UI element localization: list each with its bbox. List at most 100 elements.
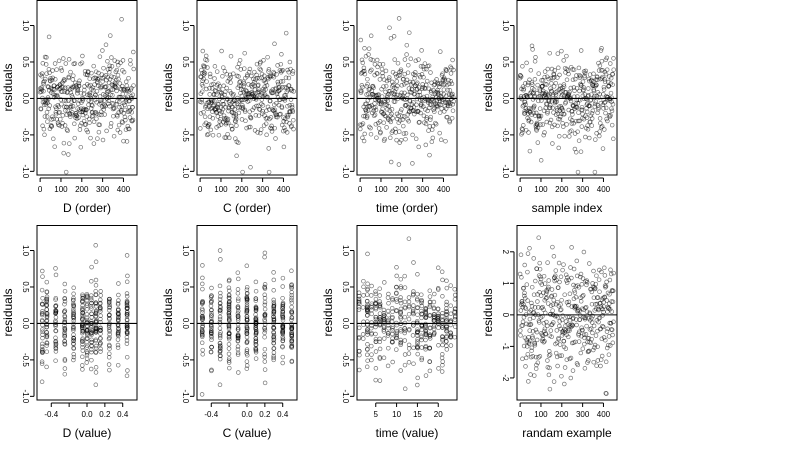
data-point — [600, 306, 606, 312]
data-point — [589, 123, 595, 128]
data-point — [385, 308, 391, 314]
plot-frame — [36, 225, 138, 401]
data-point — [447, 88, 453, 93]
data-point — [369, 343, 374, 349]
data-point — [376, 126, 382, 131]
data-point — [520, 356, 525, 362]
data-point — [39, 379, 45, 385]
data-point — [375, 64, 380, 70]
data-point — [523, 296, 528, 301]
plot-frame — [196, 0, 298, 176]
data-point — [386, 77, 392, 83]
data-point — [108, 124, 114, 129]
data-point — [373, 296, 379, 302]
data-point — [423, 142, 429, 148]
data-point — [275, 114, 280, 120]
data-point — [518, 73, 523, 78]
points — [197, 30, 296, 175]
data-point — [44, 279, 50, 285]
data-point — [105, 59, 110, 64]
data-point — [280, 344, 285, 350]
data-point — [246, 69, 252, 75]
data-point — [262, 254, 267, 260]
data-point — [560, 267, 565, 273]
data-point — [93, 314, 99, 320]
data-point — [93, 292, 99, 297]
data-point — [518, 74, 524, 79]
data-point — [532, 59, 538, 64]
data-point — [84, 317, 90, 323]
data-point — [58, 65, 64, 71]
data-point — [202, 114, 208, 120]
x-tick-label: 0 — [518, 185, 523, 194]
data-point — [608, 75, 614, 81]
data-point — [80, 345, 85, 350]
data-point — [528, 372, 533, 377]
data-point — [427, 368, 433, 374]
data-point — [109, 55, 114, 60]
x-tick-label: 400 — [117, 185, 131, 194]
y-tick-label: 0.5 — [341, 281, 350, 293]
data-point — [283, 75, 289, 81]
data-point — [214, 69, 220, 74]
data-point — [122, 114, 128, 120]
x-tick-label: 100 — [534, 410, 548, 419]
data-point — [110, 93, 115, 98]
data-point — [378, 101, 384, 106]
y-tick-label: -1.0 — [341, 389, 350, 403]
data-point — [411, 291, 416, 297]
data-point — [107, 332, 112, 337]
data-point — [557, 353, 563, 359]
data-point — [218, 122, 224, 127]
data-point — [262, 302, 268, 308]
data-point — [358, 37, 364, 43]
data-point — [227, 309, 232, 314]
data-point — [393, 86, 399, 91]
data-point — [518, 308, 524, 313]
data-point — [289, 324, 295, 330]
data-point — [419, 48, 424, 53]
data-point — [40, 296, 45, 301]
data-point — [577, 72, 582, 78]
data-point — [609, 99, 614, 105]
data-point — [385, 363, 391, 369]
data-point — [224, 120, 229, 126]
data-point — [537, 106, 543, 111]
data-point — [104, 128, 109, 134]
data-point — [580, 327, 585, 333]
data-point — [563, 272, 569, 278]
data-point — [40, 310, 45, 316]
data-point — [518, 328, 523, 333]
data-point — [604, 55, 610, 61]
data-point — [131, 49, 136, 55]
data-point — [265, 104, 271, 110]
data-point — [417, 119, 422, 125]
data-point — [529, 80, 535, 85]
data-point — [114, 98, 120, 104]
data-point — [529, 300, 534, 306]
data-point — [124, 354, 130, 360]
data-point — [551, 72, 557, 78]
data-point — [76, 115, 81, 120]
data-point — [235, 291, 241, 296]
data-point — [228, 75, 234, 80]
data-point — [448, 283, 453, 288]
data-point — [519, 130, 525, 136]
plot-frame — [36, 0, 138, 176]
x-axis-title: time (value) — [376, 426, 439, 440]
data-point — [442, 77, 448, 83]
data-point — [411, 361, 416, 366]
x-tick-label: 200 — [555, 185, 569, 194]
data-point — [399, 113, 405, 119]
y-tick-label: -2 — [501, 374, 510, 382]
data-point — [84, 345, 89, 350]
data-point — [98, 297, 103, 303]
data-point — [385, 295, 391, 300]
y-tick-label: -0.5 — [181, 128, 190, 142]
data-point — [380, 106, 385, 112]
y-tick-label: 1.0 — [21, 245, 30, 257]
data-point — [381, 120, 386, 125]
data-point — [569, 245, 574, 250]
data-point — [271, 302, 277, 307]
